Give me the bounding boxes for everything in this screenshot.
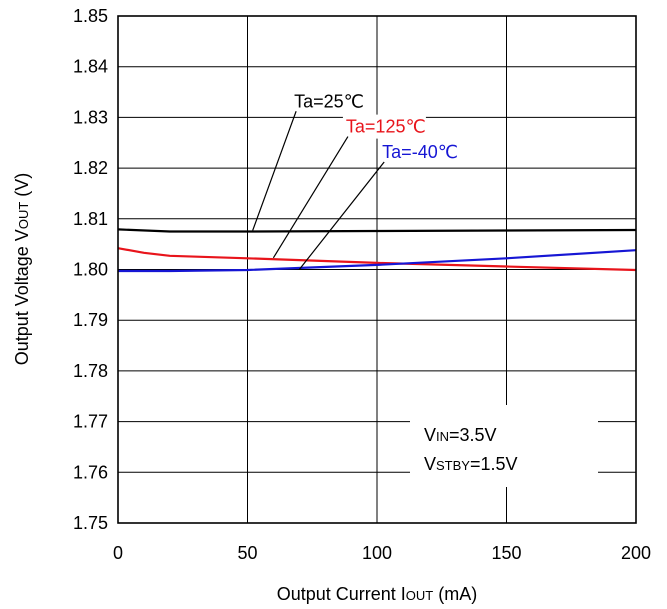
y-tick-label: 1.85 xyxy=(73,6,108,26)
y-tick-label: 1.76 xyxy=(73,462,108,482)
series-pointer-2 xyxy=(298,161,385,270)
series-line-1 xyxy=(117,247,637,272)
annotation-bg xyxy=(410,405,598,487)
y-axis-title: Output Voltage VOUT (V) xyxy=(12,173,32,366)
x-tick-label: 100 xyxy=(362,543,392,563)
x-axis-title-main: Output Current I xyxy=(277,584,406,604)
series-line-2 xyxy=(118,249,637,273)
x-tick-labels: 0 50 100 150 200 xyxy=(113,543,651,563)
series-pointer-0 xyxy=(252,111,297,231)
y-tick-label: 1.81 xyxy=(73,209,108,229)
series-lines xyxy=(117,228,637,273)
y-tick-label: 1.84 xyxy=(73,57,108,77)
x-tick-label: 200 xyxy=(621,543,651,563)
series-label-2: Ta=-40℃ xyxy=(382,142,458,162)
series-pointer-1 xyxy=(272,136,349,259)
condition-annotation: VIN=3.5V VSTBY=1.5V xyxy=(410,405,598,487)
series-line-0 xyxy=(117,228,637,233)
series-label-1: Ta=125℃ xyxy=(346,117,426,137)
y-tick-label: 1.77 xyxy=(73,412,108,432)
annotation-line-1: VSTBY=1.5V xyxy=(424,454,518,474)
annotation-line-0: VIN=3.5V xyxy=(424,425,497,445)
plot-frame xyxy=(117,15,637,524)
series-labels: Ta=25℃ Ta=125℃ Ta=-40℃ xyxy=(252,89,463,270)
x-tick-label: 0 xyxy=(113,543,123,563)
series-label-bg-0 xyxy=(291,89,364,114)
y-axis-title-main: Output Voltage V xyxy=(12,229,32,365)
x-tick-label: 50 xyxy=(237,543,257,563)
y-tick-label: 1.78 xyxy=(73,361,108,381)
y-tick-label: 1.83 xyxy=(73,107,108,127)
y-axis-title-sub: OUT xyxy=(16,202,31,230)
y-tick-label: 1.79 xyxy=(73,310,108,330)
y-tick-label: 1.80 xyxy=(73,260,108,280)
series-label-bg-2 xyxy=(379,139,463,164)
x-axis-title-unit: (mA) xyxy=(433,584,477,604)
y-tick-label: 1.82 xyxy=(73,158,108,178)
y-tick-labels: 1.75 1.76 1.77 1.78 1.79 1.80 1.81 1.82 1.83 1.84… xyxy=(73,6,108,533)
series-label-0: Ta=25℃ xyxy=(294,91,364,111)
x-axis-title-sub: OUT xyxy=(406,588,434,603)
x-tick-label: 150 xyxy=(491,543,521,563)
y-tick-label: 1.75 xyxy=(73,513,108,533)
y-axis-title-unit: (V) xyxy=(12,173,32,202)
series-label-bg-1 xyxy=(342,114,426,139)
x-axis-title: Output Current IOUT (mA) xyxy=(277,584,478,604)
